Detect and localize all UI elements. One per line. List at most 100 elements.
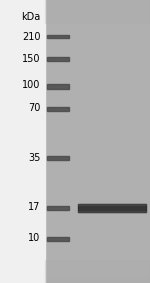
- Bar: [45, 277, 150, 280]
- Bar: [45, 279, 150, 282]
- Bar: [46, 107, 69, 111]
- Bar: [45, 277, 150, 280]
- Bar: [45, 279, 150, 282]
- Bar: [45, 0, 150, 23]
- Bar: [45, 280, 150, 283]
- Text: 70: 70: [28, 102, 40, 113]
- Bar: [45, 278, 150, 281]
- Bar: [45, 278, 150, 281]
- Bar: [45, 279, 150, 282]
- Bar: [45, 277, 150, 280]
- Bar: [45, 279, 150, 282]
- Bar: [45, 278, 150, 280]
- Bar: [45, 278, 150, 281]
- Bar: [45, 280, 150, 282]
- Bar: [46, 156, 69, 160]
- Bar: [45, 260, 150, 283]
- Bar: [45, 279, 150, 282]
- Bar: [45, 278, 150, 281]
- Bar: [45, 279, 150, 282]
- Bar: [45, 280, 150, 282]
- Bar: [78, 204, 146, 205]
- Bar: [46, 206, 69, 210]
- Bar: [78, 211, 146, 212]
- Bar: [45, 279, 150, 282]
- Bar: [45, 278, 150, 280]
- Bar: [45, 278, 150, 281]
- Bar: [45, 280, 150, 282]
- Bar: [45, 278, 150, 281]
- Bar: [45, 278, 150, 281]
- Bar: [45, 280, 150, 283]
- Bar: [45, 278, 150, 281]
- Text: 150: 150: [22, 54, 40, 65]
- Bar: [45, 279, 150, 282]
- Bar: [45, 279, 150, 282]
- Bar: [45, 278, 150, 281]
- Bar: [45, 278, 150, 281]
- Bar: [45, 279, 150, 282]
- Bar: [45, 278, 150, 281]
- Bar: [45, 279, 150, 282]
- Bar: [45, 278, 150, 281]
- Bar: [45, 278, 150, 281]
- Bar: [45, 279, 150, 282]
- Bar: [46, 84, 69, 89]
- Bar: [45, 278, 150, 281]
- Bar: [45, 278, 150, 281]
- Bar: [45, 278, 150, 280]
- Bar: [45, 279, 150, 282]
- Bar: [45, 278, 150, 281]
- Bar: [45, 279, 150, 282]
- Bar: [45, 278, 150, 281]
- Bar: [45, 279, 150, 282]
- Bar: [45, 280, 150, 283]
- Bar: [45, 280, 150, 283]
- Bar: [45, 280, 150, 283]
- Bar: [45, 280, 150, 282]
- Bar: [45, 280, 150, 282]
- Bar: [45, 280, 150, 283]
- Bar: [45, 280, 150, 283]
- Bar: [45, 278, 150, 280]
- Text: 100: 100: [22, 80, 40, 90]
- Bar: [45, 280, 150, 282]
- Bar: [45, 279, 150, 282]
- Bar: [45, 279, 150, 282]
- Text: 10: 10: [28, 233, 40, 243]
- Bar: [45, 280, 150, 282]
- Bar: [45, 279, 150, 282]
- Bar: [45, 280, 150, 283]
- Bar: [45, 279, 150, 282]
- Bar: [45, 277, 150, 280]
- Bar: [45, 278, 150, 280]
- Bar: [45, 279, 150, 282]
- Bar: [45, 280, 150, 282]
- Bar: [45, 278, 150, 280]
- Bar: [0, 0, 45, 283]
- Bar: [45, 279, 150, 282]
- Bar: [45, 279, 150, 282]
- Bar: [45, 279, 150, 282]
- Bar: [45, 278, 150, 281]
- Bar: [45, 278, 150, 281]
- Bar: [45, 278, 150, 281]
- Bar: [45, 277, 150, 280]
- Bar: [45, 280, 150, 283]
- Bar: [45, 279, 150, 282]
- Bar: [45, 280, 150, 282]
- Text: 35: 35: [28, 153, 40, 164]
- Bar: [45, 280, 150, 282]
- Bar: [45, 279, 150, 282]
- Bar: [46, 237, 69, 241]
- Bar: [45, 278, 150, 281]
- Bar: [45, 278, 150, 281]
- Bar: [45, 278, 150, 281]
- Bar: [46, 35, 69, 38]
- Bar: [78, 204, 146, 212]
- Bar: [45, 280, 150, 283]
- Bar: [45, 278, 150, 281]
- Bar: [45, 278, 150, 280]
- Bar: [45, 279, 150, 282]
- Bar: [45, 278, 150, 281]
